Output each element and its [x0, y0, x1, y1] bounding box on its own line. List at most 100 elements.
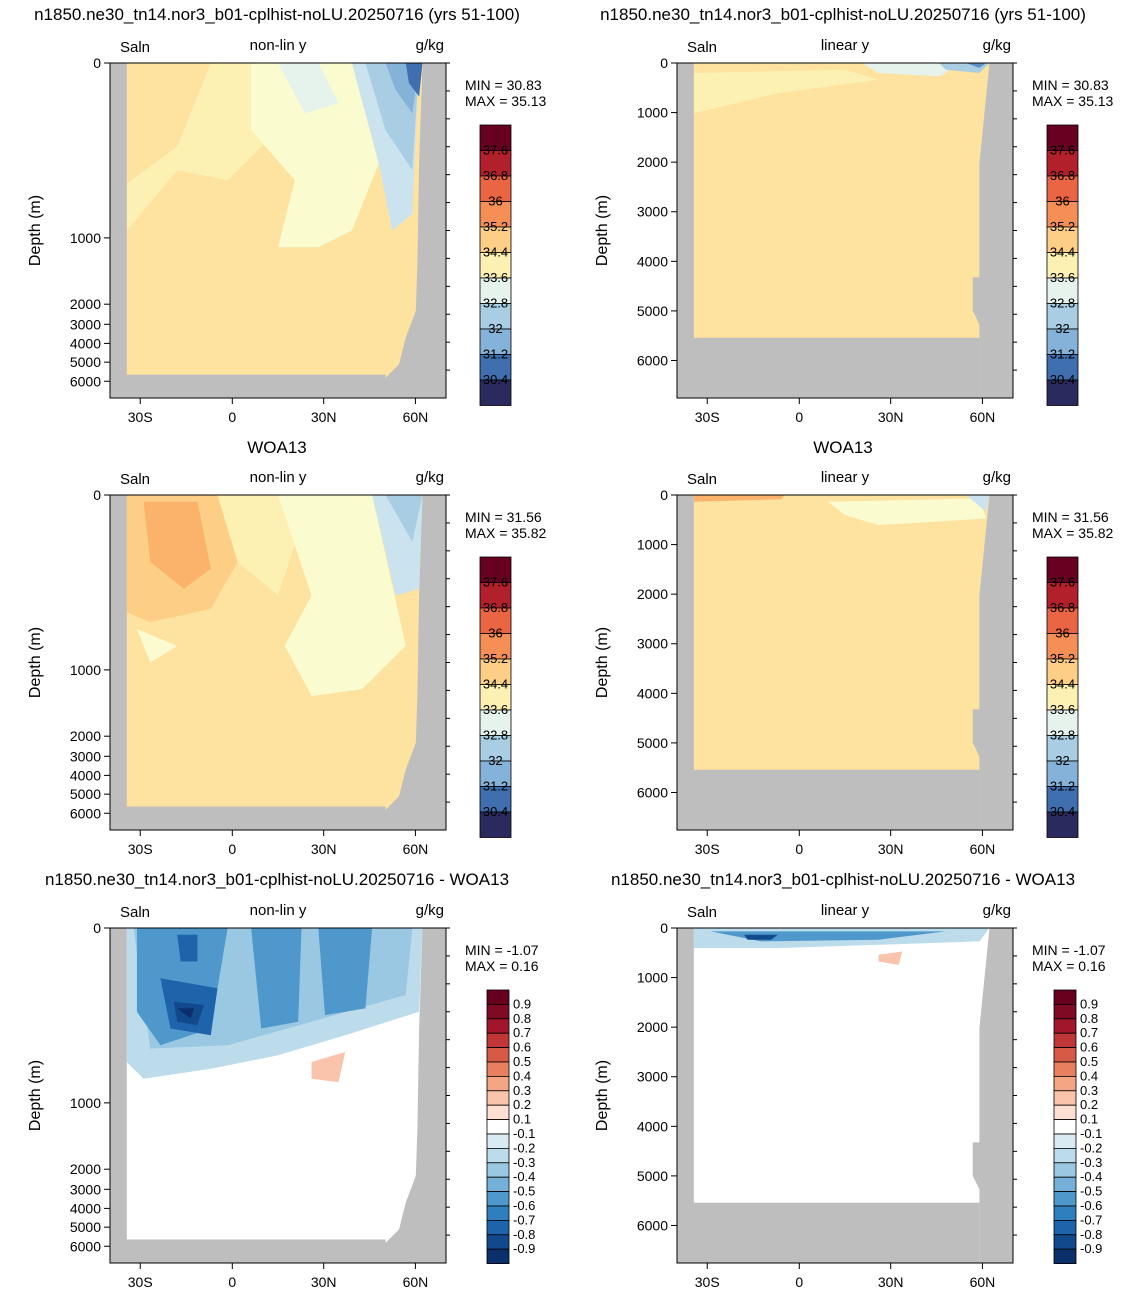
- colorbar-segment: [486, 1162, 510, 1178]
- panel-title: n1850.ne30_tn14.nor3_b01-cplhist-noLU.20…: [611, 870, 1075, 889]
- panel-model-linear: n1850.ne30_tn14.nor3_b01-cplhist-noLU.20…: [594, 5, 1114, 425]
- colorbar-label: 0.5: [513, 1054, 531, 1069]
- y-tick-label: 6000: [70, 805, 101, 821]
- colorbar-label: -0.4: [513, 1169, 535, 1184]
- colorbar-label: 35.2: [1050, 219, 1075, 234]
- colorbar-segment: [486, 989, 510, 1005]
- colorbar-segment: [1053, 1133, 1077, 1149]
- colorbar-segment: [479, 582, 512, 609]
- colorbar-segment: [1053, 1191, 1077, 1207]
- y-tick-label: 0: [93, 487, 101, 503]
- contour-region-3: [966, 495, 990, 512]
- y-tick-label: 1000: [70, 1095, 101, 1111]
- y-tick-label: 4000: [637, 1118, 668, 1134]
- x-tick-label: 0: [228, 1274, 236, 1290]
- x-tick-label: 60N: [403, 1274, 429, 1290]
- colorbar-label: 36: [1055, 194, 1069, 209]
- contour-region-7: [177, 934, 198, 962]
- contour-region-3: [251, 928, 302, 1029]
- colorbar-segment: [486, 1176, 510, 1192]
- colorbar-segment: [1053, 1220, 1077, 1236]
- y-tick-label: 0: [660, 55, 668, 71]
- colorbar-segment: [1053, 1176, 1077, 1192]
- y-tick-label: 0: [660, 487, 668, 503]
- colorbar-label: 33.6: [1050, 270, 1075, 285]
- colorbar-label: -0.7: [1080, 1212, 1102, 1227]
- contour-region-4: [136, 629, 178, 663]
- variable-label: Saln: [687, 904, 717, 921]
- y-axis-label: Depth (m): [27, 195, 44, 266]
- y-tick-label: 5000: [70, 354, 101, 370]
- y-tick-label: 2000: [70, 296, 101, 312]
- contour-region-3: [278, 63, 339, 114]
- y-tick-label: 3000: [637, 636, 668, 652]
- colorbar-segment: [1046, 684, 1079, 711]
- variable-label: Saln: [120, 39, 150, 56]
- colorbar-segment: [1046, 379, 1079, 406]
- contour-region-2: [861, 63, 963, 77]
- units-label: g/kg: [983, 469, 1011, 486]
- max-stat: MAX = 35.13: [465, 93, 547, 109]
- y-axis-label: Depth (m): [27, 627, 44, 698]
- colorbar-label: 35.2: [1050, 651, 1075, 666]
- colorbar-segment: [486, 1205, 510, 1221]
- colorbar-label: 0.4: [513, 1068, 531, 1083]
- contour-region-4: [966, 63, 987, 68]
- y-tick-label: 6000: [70, 373, 101, 389]
- y-tick-label: 5000: [637, 735, 668, 751]
- colorbar-segment: [1053, 1205, 1077, 1221]
- colorbar-label: 0.6: [513, 1040, 531, 1055]
- x-tick-label: 60N: [403, 841, 429, 857]
- panel-diff-linear: n1850.ne30_tn14.nor3_b01-cplhist-noLU.20…: [594, 870, 1106, 1290]
- colorbar-segment: [1053, 1090, 1077, 1106]
- x-tick-label: 60N: [970, 1274, 996, 1290]
- y-scale-label: non-lin y: [250, 902, 307, 919]
- contour-region-0: [126, 63, 211, 184]
- y-tick-label: 3000: [637, 204, 668, 220]
- y-tick-label: 1000: [70, 662, 101, 678]
- colorbar-segment: [1053, 1234, 1077, 1250]
- colorbar-segment: [479, 124, 512, 151]
- contour-region-9: [311, 1052, 346, 1083]
- colorbar-label: 0.7: [1080, 1025, 1098, 1040]
- colorbar-label: 32: [488, 321, 502, 336]
- colorbar-label: 30.4: [483, 804, 508, 819]
- colorbar-segment: [1053, 1248, 1077, 1264]
- colorbar-label: 35.2: [483, 651, 508, 666]
- contour-region-7: [405, 63, 423, 97]
- panel-title: WOA13: [247, 438, 307, 457]
- x-tick-label: 30N: [311, 841, 337, 857]
- min-stat: MIN = 30.83: [465, 77, 542, 93]
- colorbar-label: 35.2: [483, 219, 508, 234]
- colorbar-segment: [1046, 124, 1079, 151]
- min-stat: MIN = -1.07: [1032, 942, 1106, 958]
- colorbar-segment: [479, 354, 512, 381]
- x-tick-label: 30S: [128, 1274, 153, 1290]
- x-tick-label: 60N: [970, 841, 996, 857]
- panel-title: n1850.ne30_tn14.nor3_b01-cplhist-noLU.20…: [34, 5, 520, 24]
- x-tick-label: 0: [795, 409, 803, 425]
- colorbar-label: 32: [1055, 753, 1069, 768]
- colorbar-segment: [486, 1018, 510, 1034]
- y-axis-label: Depth (m): [594, 1060, 611, 1131]
- x-tick-label: 30N: [878, 841, 904, 857]
- colorbar-label: -0.2: [1080, 1140, 1102, 1155]
- colorbar-label: 34.4: [483, 677, 508, 692]
- colorbar-segment: [1053, 1104, 1077, 1120]
- colorbar-segment: [479, 556, 512, 583]
- colorbar-label: 0.1: [513, 1112, 531, 1127]
- colorbar-label: 0.8: [513, 1011, 531, 1026]
- colorbar-label: 34.4: [1050, 245, 1075, 260]
- contour-region-4: [318, 928, 373, 1016]
- x-tick-label: 60N: [970, 409, 996, 425]
- colorbar-label: 30.4: [1050, 804, 1075, 819]
- y-tick-label: 3000: [637, 1069, 668, 1085]
- y-tick-label: 6000: [637, 784, 668, 800]
- colorbar-label: 32.8: [483, 728, 508, 743]
- colorbar-label: 33.6: [483, 270, 508, 285]
- colorbar-label: -0.3: [513, 1155, 535, 1170]
- y-tick-label: 6000: [637, 1217, 668, 1233]
- contour-region-2: [828, 498, 987, 526]
- x-tick-label: 0: [795, 841, 803, 857]
